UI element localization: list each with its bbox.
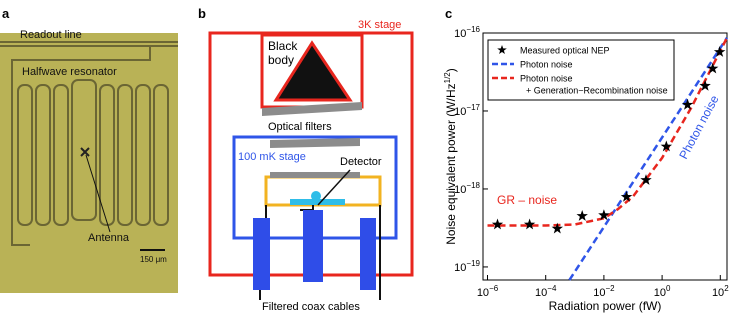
tick-label: 10−4 (535, 284, 557, 299)
text: Black (268, 39, 298, 53)
series-line (568, 37, 729, 281)
data-point (707, 62, 719, 74)
data-point (598, 209, 610, 221)
data-point (660, 140, 673, 152)
tick-exp: −16 (466, 25, 480, 34)
tick-label: 10−19 (454, 259, 480, 274)
data-point (713, 46, 726, 57)
tick-label: 102 (712, 284, 729, 299)
tick-base: 10 (454, 106, 466, 118)
plot-frame (482, 32, 728, 281)
tick-base: 10 (535, 287, 547, 299)
cryostat-diagram (208, 31, 414, 300)
y-axis-title: Noise equivalent power (W/Hz1/2) (443, 68, 458, 245)
legend-marker (497, 45, 507, 54)
panel-label: b (198, 6, 206, 21)
text: Detector (340, 156, 382, 168)
tick-label: 10−17 (454, 103, 480, 118)
annotation: GR – noise (497, 193, 557, 207)
y-title-text: Noise equivalent power (W/Hz (444, 83, 458, 244)
tick-base: 10 (454, 184, 466, 196)
text: Halfwave resonator (22, 66, 117, 78)
legend-box (487, 39, 675, 101)
resonator-meander (0, 41, 178, 251)
data-point (491, 218, 504, 230)
text: Readout line (20, 29, 82, 41)
tick-label: 100 (654, 284, 671, 299)
tick-exp: −19 (466, 259, 480, 268)
tick-exp: 0 (666, 284, 671, 293)
legend-label: + Generation−Recombination noise (526, 86, 668, 96)
legend-label: Photon noise (520, 60, 573, 70)
text: Antenna (88, 232, 130, 244)
tick-exp: −4 (547, 284, 557, 293)
tick-exp: 2 (724, 284, 729, 293)
text: 100 mK stage (238, 151, 306, 163)
data-point (551, 222, 563, 234)
data-point (699, 79, 711, 91)
tick-base: 10 (654, 287, 666, 299)
legend-label: Measured optical NEP (520, 46, 610, 56)
series-line (487, 37, 729, 227)
data-point (640, 174, 652, 185)
tick-exp: −2 (605, 284, 615, 293)
panel-label: c (445, 6, 452, 21)
text: Optical filters (268, 121, 332, 133)
tick-label: 10−18 (454, 181, 480, 196)
y-title-end: ) (444, 68, 458, 72)
tick-base: 10 (712, 287, 724, 299)
tick-base: 10 (454, 28, 466, 40)
tick-base: 10 (454, 262, 466, 274)
tick-label: 10−6 (477, 284, 499, 299)
data-point (576, 210, 588, 221)
panel-label: a (2, 6, 10, 21)
legend-label: Photon noise (520, 74, 573, 84)
tick-exp: −17 (466, 103, 480, 112)
text: 150 μm (140, 255, 167, 264)
y-title-sup: 1/2 (443, 72, 452, 84)
data-point (523, 218, 536, 230)
x-axis-title: Radiation power (fW) (549, 299, 662, 313)
tick-label: 10−16 (454, 25, 480, 40)
text: body (268, 53, 294, 67)
data-point (681, 98, 694, 110)
text: 3K stage (358, 19, 401, 31)
text: Filtered coax cables (262, 301, 360, 313)
data-point (620, 190, 633, 202)
tick-base: 10 (593, 287, 605, 299)
tick-label: 10−2 (593, 284, 615, 299)
tick-base: 10 (477, 287, 489, 299)
tick-exp: −6 (489, 284, 499, 293)
tick-exp: −18 (466, 181, 480, 190)
chart: 10−6 10−4 10−2 100 10210−1910−1810−1710−16Ra… (443, 25, 729, 313)
